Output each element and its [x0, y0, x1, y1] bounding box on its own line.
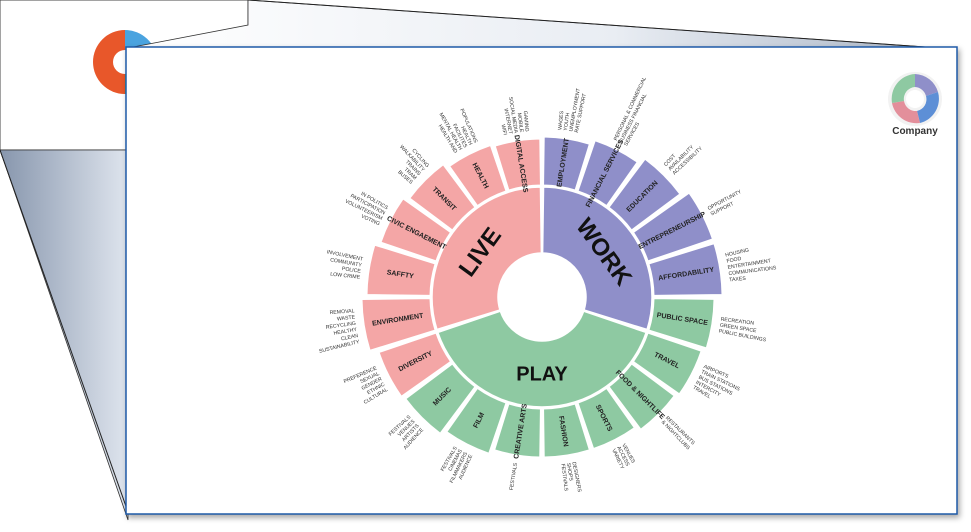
wheel-segment [449, 144, 507, 207]
wheel-segment [577, 140, 638, 207]
segment-note: GAMING [522, 110, 530, 132]
wheel-segment [608, 363, 675, 430]
perspective-edge-left [0, 149, 129, 513]
wheel-segment [494, 138, 541, 191]
wheel-segment-label: SAFFTY [386, 269, 414, 280]
company-logo: Company [882, 70, 948, 142]
company-name: Company [892, 126, 938, 137]
wheel-segment [494, 403, 541, 458]
segment-note: GREEN SPACE [719, 323, 757, 335]
segment-note: RECYCLING [326, 321, 357, 331]
segment-note: TAXES [729, 276, 747, 284]
segment-note: HOUSING [725, 247, 750, 258]
segment-note: INTERNET [502, 108, 513, 135]
segment-note: HEALTHY [333, 327, 358, 337]
wheel-segment [608, 158, 681, 231]
wheel-segment [632, 332, 702, 395]
segment-note: MOBILE [516, 112, 524, 133]
segment-note: COMMUNICATIONS [728, 265, 777, 277]
segment-note: WIFI [500, 124, 508, 136]
wheel-segment [543, 403, 590, 458]
wheel-segment [380, 198, 452, 262]
segment-note: RECREATION [720, 317, 754, 327]
wheel-segment [409, 164, 476, 231]
wheel-segment [361, 298, 436, 351]
wheel-segment-label: FASHION [557, 415, 569, 447]
wheel-segment [366, 244, 436, 296]
perspective-edge-top [247, 0, 941, 49]
perspective-top-panel [127, 0, 941, 49]
wheel-segment [378, 332, 452, 397]
segment-note: YOUTH [563, 112, 572, 131]
segment-note: DESIGNERS [570, 461, 582, 493]
segment-note: WASTE [337, 314, 356, 322]
segment-note: WAGES [557, 110, 565, 130]
segment-note: LOW CRIME [330, 272, 361, 281]
segment-note: CLEAN [341, 333, 359, 342]
segment-note: SOCIAL MEDIA [507, 96, 519, 134]
wheel-segment [405, 363, 476, 434]
segment-note: SHOPS [565, 463, 574, 482]
wheel-segment [446, 387, 507, 454]
play-hub-label: PLAY [516, 363, 568, 385]
wheel-center [498, 253, 586, 341]
segment-note: FESTIVALS [509, 462, 519, 491]
wheel-segment [632, 192, 714, 262]
segment-note: POLICE [341, 266, 361, 275]
segment-note: FOOD [726, 256, 742, 265]
wheel-segment [648, 243, 723, 296]
company-logo-icon [888, 72, 942, 126]
wheel-segment [648, 298, 715, 349]
segment-note: COMMUNITY [330, 257, 363, 269]
wheel-segment [543, 136, 590, 191]
wheel-segment [577, 387, 635, 450]
segment-note: FESTIVALS [559, 463, 568, 492]
segment-note: REMOVAL [329, 308, 354, 316]
